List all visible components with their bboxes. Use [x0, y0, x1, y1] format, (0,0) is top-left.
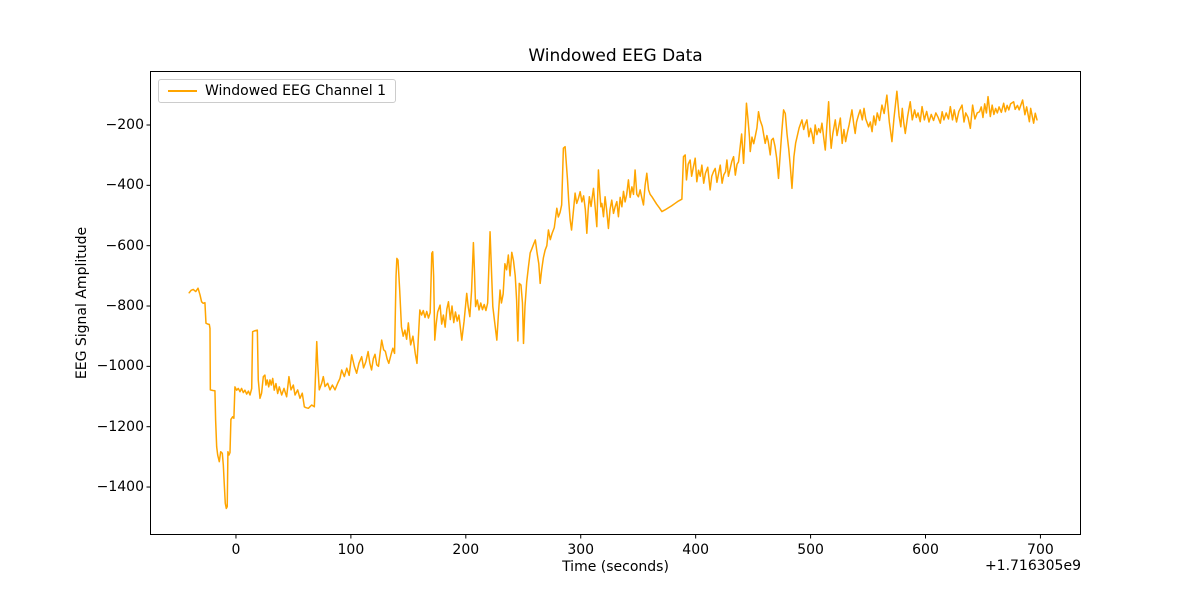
- legend-label: Windowed EEG Channel 1: [205, 83, 386, 99]
- eeg-signal-line: [188, 90, 1038, 510]
- x-tick-label: 300: [567, 542, 595, 558]
- x-tick-label: 700: [1027, 542, 1054, 558]
- x-tick-label: 100: [337, 542, 365, 558]
- y-tick-label: −800: [105, 298, 144, 315]
- legend: Windowed EEG Channel 1: [158, 79, 396, 103]
- y-tick-label: −1400: [96, 479, 144, 496]
- y-tick-label: −1000: [96, 358, 144, 375]
- x-axis-label: Time (seconds): [562, 559, 669, 575]
- x-tick-label: 400: [682, 542, 710, 558]
- plot-area: [150, 71, 1081, 535]
- y-tick-label: −600: [105, 237, 144, 254]
- y-tick-label: −1200: [96, 418, 144, 435]
- chart-title: Windowed EEG Data: [528, 46, 703, 66]
- x-tick-label: 600: [912, 542, 939, 558]
- x-axis-offset-text: +1.716305e9: [984, 558, 1081, 574]
- x-tick-label: 0: [231, 542, 241, 558]
- y-tick-label: −400: [105, 177, 144, 194]
- x-tick-label: 500: [797, 542, 824, 558]
- x-tick-label: 200: [452, 542, 480, 558]
- legend-line-swatch: [168, 90, 197, 92]
- y-tick-label: −200: [105, 117, 144, 133]
